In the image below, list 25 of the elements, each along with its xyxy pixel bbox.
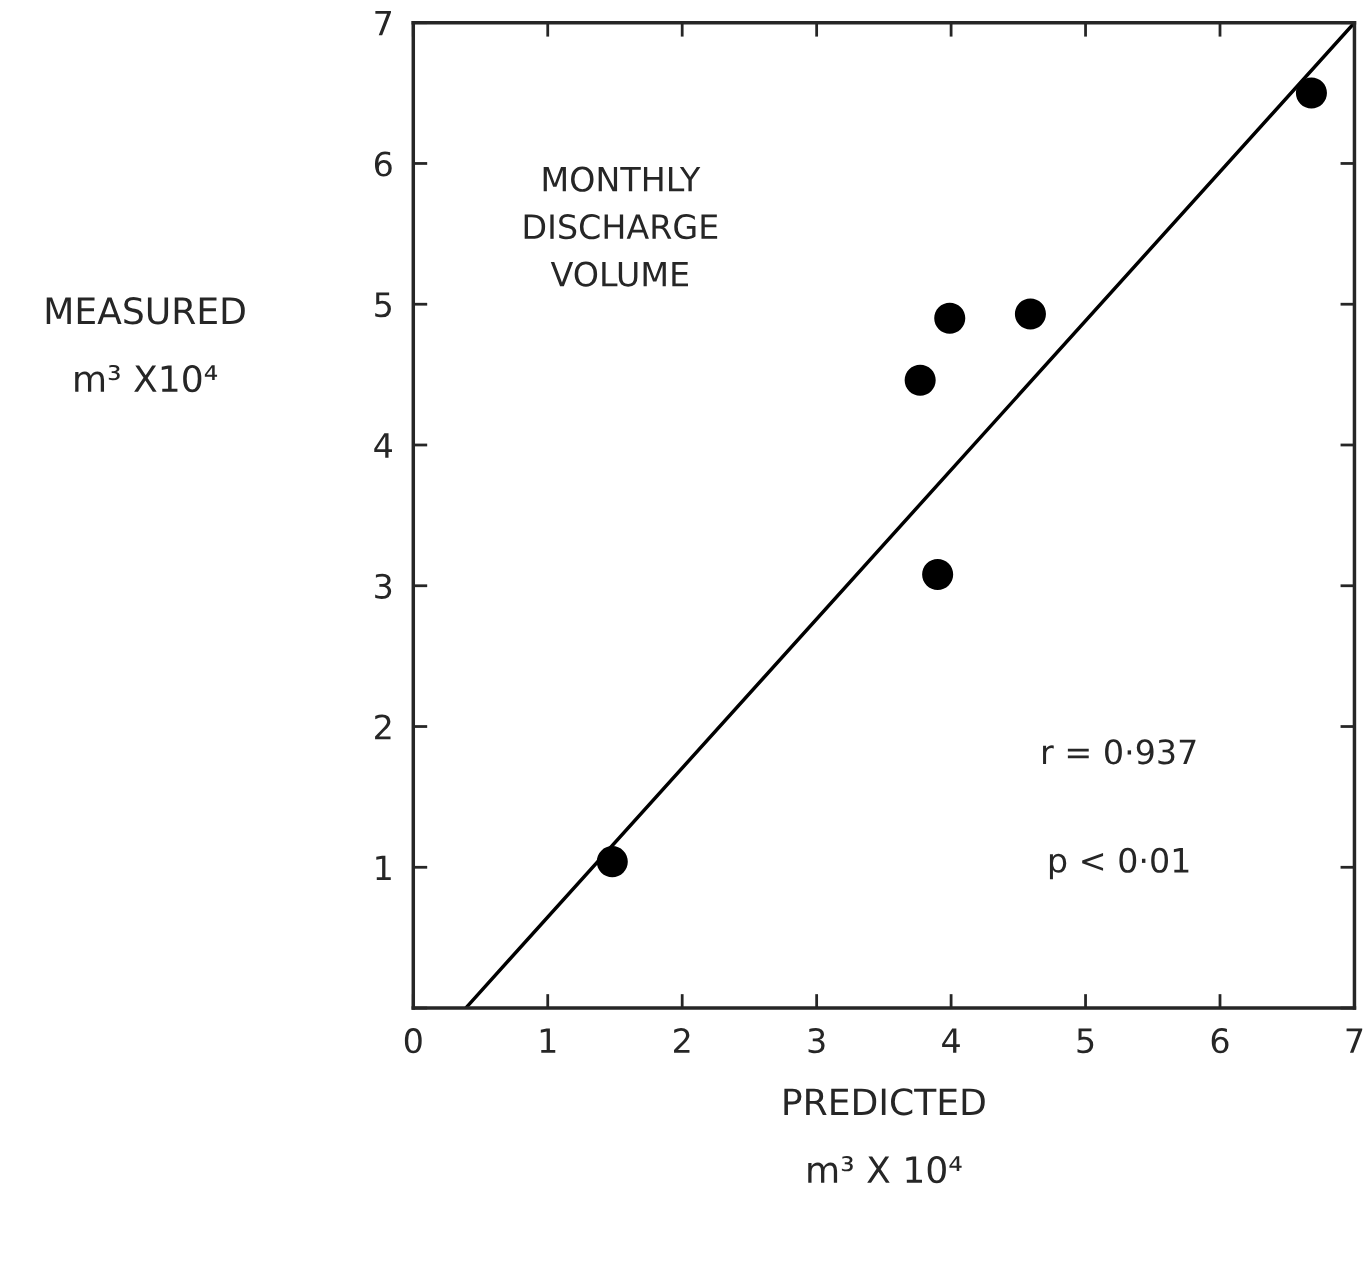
- y-tick-label: 7: [375, 11, 391, 36]
- y-tick-label: 3: [375, 573, 392, 599]
- point: [1295, 77, 1327, 109]
- y-tick-label: 4: [374, 433, 392, 458]
- x-tick-label: 3: [808, 1028, 825, 1054]
- x-tick-label: 1: [540, 1028, 556, 1053]
- y-tick-label: 5: [375, 292, 391, 318]
- y-axis-title: MEASURED m³ X10⁴: [46, 297, 245, 393]
- point: [922, 558, 954, 591]
- x-tick-label: 2: [674, 1028, 690, 1053]
- point: [904, 364, 936, 396]
- x-axis-title: PREDICTED m³ X 10⁴: [784, 1088, 985, 1184]
- annotation: r = 0·937: [1043, 739, 1196, 765]
- annotation: p < 0·01: [1049, 847, 1189, 880]
- x-tick-label: 4: [942, 1028, 960, 1053]
- x-tick-label: 6: [1211, 1028, 1229, 1054]
- y-tick-label: 1: [376, 855, 391, 880]
- y-tick-label: 6: [374, 151, 392, 177]
- point: [1014, 298, 1046, 330]
- x-tick-label: 7: [1346, 1028, 1363, 1053]
- annotation: MONTHLY DISCHARGE VOLUME: [524, 166, 718, 287]
- y-tick-label: 2: [375, 714, 391, 740]
- point: [934, 302, 966, 334]
- x-tick-label: 0: [404, 1028, 422, 1054]
- x-tick-label: 5: [1077, 1028, 1094, 1054]
